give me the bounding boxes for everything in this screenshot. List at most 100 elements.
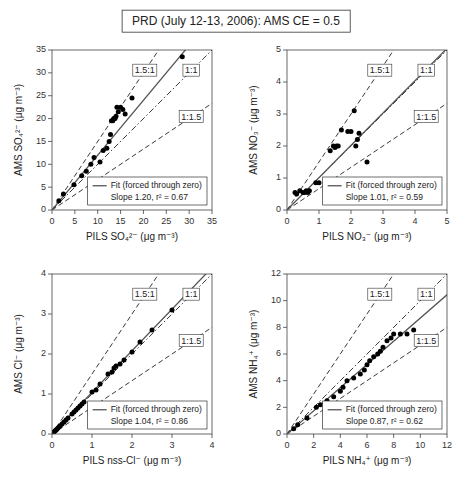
y-tick-label: 2	[41, 348, 46, 358]
y-tick-label: 3	[41, 308, 46, 318]
x-tick-label: 6	[364, 440, 369, 450]
ratio-label-box	[368, 64, 392, 76]
scatter-point	[362, 368, 367, 373]
x-tick-label: 3	[380, 216, 385, 226]
reference-line	[52, 50, 212, 210]
scatter-point	[317, 180, 322, 185]
ratio-label-box	[183, 64, 200, 76]
y-tick	[283, 434, 287, 435]
ratio-label: 1.5:1	[133, 288, 157, 300]
marks	[52, 50, 212, 210]
y-axis-label: AMS NH₄⁺ (μg m⁻³)	[248, 310, 259, 399]
y-tick	[283, 82, 287, 83]
marks	[52, 274, 212, 434]
panel: 0123401234PILS nss-Cl⁻ (μg m⁻³)AMS Cl⁻ (…	[13, 194, 215, 466]
reference-line	[52, 327, 212, 434]
ratio-label-box	[183, 288, 200, 300]
title-box: PRD (July 12-13, 2006): AMS CE = 0.5	[122, 10, 350, 32]
x-axis-label: PILS nss-Cl⁻ (μg m⁻³)	[83, 455, 182, 466]
x-tick	[319, 210, 320, 214]
legend: Fit (forced through zero)Slope 1.01, r² …	[323, 177, 442, 205]
plot-frame	[52, 50, 212, 210]
x-tick	[287, 434, 288, 438]
scatter-point	[120, 107, 125, 112]
legend-text: Slope 1.04, r² = 0.86	[111, 416, 189, 426]
x-axis-label: PILS SO₄²⁻ (μg m⁻³)	[86, 231, 178, 242]
scatter-point	[355, 137, 360, 142]
y-tick	[48, 141, 52, 142]
x-tick-label: 25	[161, 216, 171, 226]
scatter-point	[411, 328, 416, 333]
scatter-point	[82, 400, 87, 405]
scatter-point	[130, 350, 135, 355]
x-tick-label: 10	[415, 440, 425, 450]
ratio-label-text: 1.5:1	[135, 65, 155, 75]
scatter-point	[150, 328, 155, 333]
legend: Fit (forced through zero)Slope 1.04, r² …	[88, 401, 207, 429]
ratio-label: 1:1	[418, 288, 435, 300]
x-tick	[120, 210, 121, 214]
scatter-point	[291, 426, 296, 431]
y-tick-label: 12	[271, 268, 281, 278]
y-tick	[48, 164, 52, 165]
legend: Fit (forced through zero) Slope 0.87, r² …	[323, 401, 442, 429]
ratio-label-box	[133, 288, 157, 300]
scatter-point	[295, 422, 300, 427]
scatter-point	[92, 155, 97, 160]
scatter-point	[339, 128, 344, 133]
scatter-point	[358, 372, 363, 377]
x-tick	[313, 434, 314, 438]
reference-line	[287, 274, 447, 434]
x-tick	[189, 210, 190, 214]
x-tick-label: 4	[209, 440, 214, 450]
y-tick-label: 1	[41, 388, 46, 398]
x-tick-label: 0	[49, 216, 54, 226]
plot-area	[52, 274, 212, 434]
x-tick-label: 5	[72, 216, 77, 226]
scatter-point	[405, 332, 410, 337]
y-tick	[283, 300, 287, 301]
scatter-point	[123, 112, 128, 117]
ratio-label: 1:1.5	[179, 335, 203, 347]
scatter-point	[357, 131, 362, 136]
y-tick	[283, 407, 287, 408]
ratio-label-box	[179, 335, 203, 347]
ratio-label-box	[418, 288, 435, 300]
y-axis-label: AMS NO₃⁻ (μg m⁻³)	[248, 85, 259, 174]
ratio-label-text: 1:1	[420, 289, 433, 299]
scatter-point	[318, 402, 323, 407]
legend-swatch	[328, 409, 342, 410]
x-tick-label: 15	[116, 216, 126, 226]
ratio-label: 1:1	[418, 64, 435, 76]
y-axis-label: AMS Cl⁻ (μg m⁻³)	[13, 314, 24, 394]
x-tick-label: 8	[391, 440, 396, 450]
scatter-point	[66, 416, 71, 421]
scatter-point	[352, 108, 357, 113]
reference-line	[52, 50, 212, 210]
y-tick-label: 0	[276, 204, 281, 214]
x-tick	[97, 210, 98, 214]
scatter-point	[98, 160, 103, 165]
ratio-label-text: 1.5:1	[370, 289, 390, 299]
scatter-point	[88, 162, 93, 167]
y-tick-label: 3	[276, 108, 281, 118]
x-tick-label: 3	[169, 440, 174, 450]
legend-text: Slope 0.87, r² = 0.62	[346, 416, 424, 426]
x-tick-label: 1	[89, 440, 94, 450]
legend-entry: Fit (forced through zero)	[346, 404, 437, 414]
scatter-point	[381, 345, 386, 350]
y-tick-label: 5	[41, 182, 46, 192]
plot-area	[287, 274, 447, 434]
x-tick	[212, 434, 213, 438]
reference-line	[52, 103, 212, 210]
fit-line	[52, 50, 212, 210]
plot-frame	[52, 274, 212, 434]
reference-line	[287, 274, 447, 434]
scatter-point	[331, 394, 336, 399]
legend-text: Slope 1.01, r² = 0.59	[346, 192, 424, 202]
y-tick-label: 4	[276, 375, 281, 385]
legend-box	[323, 177, 442, 205]
y-tick-label: 10	[271, 295, 281, 305]
y-tick	[48, 434, 52, 435]
x-tick	[143, 210, 144, 214]
